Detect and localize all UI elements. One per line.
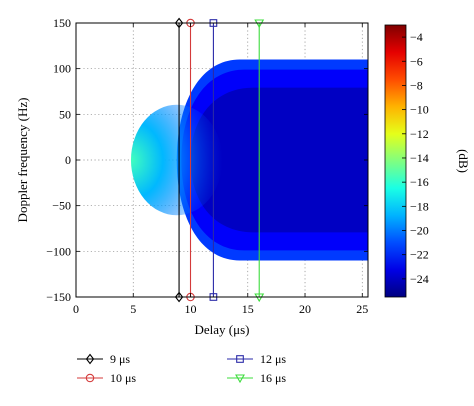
- delay-marker-symbol: [174, 17, 184, 29]
- legend: 9 μs 10 μs 12 μs 16 μs: [77, 352, 286, 385]
- colorbar: [384, 24, 407, 298]
- intensity-region-group: [130, 59, 368, 261]
- x-tick-label: 5: [130, 302, 136, 316]
- x-tick-label: 20: [299, 302, 311, 316]
- colorbar-ticks: −4 −6 −8 −10 −12 −14 −16 −18 −20 −22 −24: [402, 30, 429, 286]
- colorbar-tick-label: −16: [410, 175, 429, 189]
- legend-label: 16 μs: [260, 371, 286, 385]
- colorbar-tick-label: −4: [410, 30, 423, 44]
- y-tick-label: −100: [46, 244, 71, 258]
- delay-marker-symbol: [174, 291, 184, 303]
- colorbar-tick-label: −6: [410, 54, 423, 68]
- x-axis-label: Delay (μs): [195, 322, 250, 337]
- colorbar-tick-label: −24: [410, 272, 429, 286]
- y-tick-label: 100: [53, 62, 71, 76]
- legend-symbol: [236, 355, 244, 363]
- colorbar-tick-label: −18: [410, 199, 429, 213]
- y-tick-label: 0: [65, 153, 71, 167]
- colorbar-tick-label: −10: [410, 103, 429, 117]
- colorbar-label: (dB): [456, 149, 471, 173]
- delay-markers: [174, 17, 265, 303]
- legend-label: 10 μs: [110, 371, 136, 385]
- colorbar-tick-label: −8: [410, 78, 423, 92]
- colorbar-tick-label: −22: [410, 248, 429, 262]
- colorbar-tick-label: −12: [410, 127, 429, 141]
- legend-label: 9 μs: [110, 352, 130, 366]
- legend-symbol: [235, 374, 245, 384]
- y-tick-label: 50: [59, 107, 71, 121]
- y-tick-label: 150: [53, 16, 71, 30]
- x-tick-label: 10: [185, 302, 197, 316]
- y-axis-label: Doppler frequency (Hz): [15, 98, 30, 223]
- y-tick-label: −150: [46, 290, 71, 304]
- x-axis-ticks: 0 5 10 15 20 25: [73, 23, 368, 316]
- x-tick-label: 0: [73, 302, 79, 316]
- colorbar-tick-label: −14: [410, 151, 429, 165]
- colorbar-tick-label: −20: [410, 224, 429, 238]
- legend-symbol: [85, 373, 95, 383]
- intensity-region-inner: [190, 87, 368, 233]
- onset-peak-region: [130, 104, 223, 216]
- legend-label: 12 μs: [260, 352, 286, 366]
- legend-symbol: [85, 353, 95, 365]
- y-tick-label: −50: [52, 199, 71, 213]
- y-axis-ticks: 150 100 50 0 −50 −100 −150: [46, 16, 368, 304]
- x-tick-label: 25: [356, 302, 368, 316]
- x-tick-label: 15: [242, 302, 254, 316]
